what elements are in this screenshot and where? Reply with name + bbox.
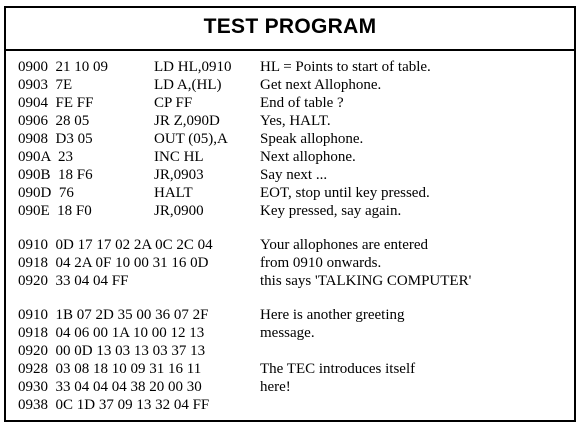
table-line-code: 0910 1B 07 2D 35 00 36 07 2F — [18, 307, 209, 323]
table-line-comment: Here is another greeting — [260, 307, 405, 323]
table-line-code: 0918 04 2A 0F 10 00 31 16 0D — [18, 255, 209, 271]
table-line-code: 0920 33 04 04 FF — [18, 273, 129, 289]
program-line-code: 0903 7E — [18, 77, 73, 93]
table-line-comment: Your allophones are entered — [260, 237, 429, 253]
table-line-code: 0928 03 08 18 10 09 31 16 11 — [18, 361, 202, 377]
table-line-code: 0930 33 04 04 04 38 20 00 30 — [18, 379, 202, 395]
program-line-code: 090D 76 — [18, 185, 74, 201]
table-line-code: 0910 0D 17 17 02 2A 0C 2C 04 — [18, 237, 213, 253]
table-line-comment: this says 'TALKING COMPUTER' — [260, 273, 472, 289]
program-line-instruction: OUT (05),A — [154, 131, 228, 147]
program-line-code: 090A 23 — [18, 149, 74, 165]
program-line-comment: End of table ? — [260, 95, 344, 111]
program-line-comment: Speak allophone. — [260, 131, 364, 147]
program-line-instruction: LD A,(HL) — [154, 77, 222, 93]
program-line-comment: Yes, HALT. — [260, 113, 331, 129]
program-line-comment: Say next ... — [260, 167, 328, 183]
table-line-comment: here! — [260, 379, 291, 395]
program-line-code: 0908 D3 05 — [18, 131, 93, 147]
table-line-code: 0918 04 06 00 1A 10 00 12 13 — [18, 325, 205, 341]
program-line-code: 0900 21 10 09 — [18, 59, 108, 75]
table-line-comment: The TEC introduces itself — [260, 361, 416, 377]
program-line-instruction: LD HL,0910 — [154, 59, 232, 75]
program-line-instruction: HALT — [154, 185, 193, 201]
program-line-comment: Key pressed, say again. — [260, 203, 402, 219]
program-line-instruction: INC HL — [154, 149, 204, 165]
program-line-comment: HL = Points to start of table. — [260, 59, 431, 75]
listing-title: TEST PROGRAM — [203, 15, 377, 38]
program-listing-box: TEST PROGRAM 0900 21 10 09 LD HL,0910 HL… — [4, 6, 576, 422]
program-line-instruction: JR Z,090D — [154, 113, 220, 129]
program-line-comment: Next allophone. — [260, 149, 356, 165]
table-line-comment: message. — [260, 325, 315, 341]
program-line-code: 090B 18 F6 — [18, 167, 93, 183]
program-line-comment: EOT, stop until key pressed. — [260, 185, 430, 201]
program-line-code: 0906 28 05 — [18, 113, 90, 129]
table-line-code: 0938 0C 1D 37 09 13 32 04 FF — [18, 397, 210, 413]
program-line-code: 090E 18 F0 — [18, 203, 92, 219]
program-line-instruction: JR,0900 — [154, 203, 204, 219]
table-line-comment: from 0910 onwards. — [260, 255, 382, 271]
program-line-comment: Get next Allophone. — [260, 77, 382, 93]
program-line-instruction: JR,0903 — [154, 167, 204, 183]
table-line-code: 0920 00 0D 13 03 13 03 37 13 — [18, 343, 206, 359]
program-line-code: 0904 FE FF — [18, 95, 94, 111]
program-line-instruction: CP FF — [154, 95, 193, 111]
title-divider — [6, 49, 574, 51]
